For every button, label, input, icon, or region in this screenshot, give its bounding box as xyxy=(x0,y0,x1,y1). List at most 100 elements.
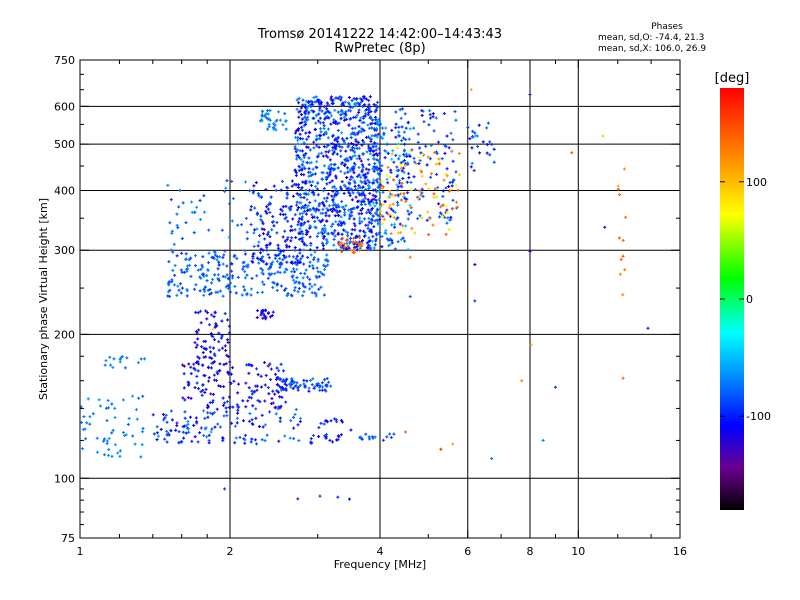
data-point xyxy=(249,205,253,209)
data-point xyxy=(458,173,462,177)
data-point xyxy=(302,165,306,169)
data-point xyxy=(252,189,256,193)
data-point xyxy=(246,263,250,267)
data-point xyxy=(529,343,533,347)
data-point xyxy=(212,411,216,415)
data-point xyxy=(361,116,365,120)
data-point xyxy=(441,215,445,219)
data-point xyxy=(420,113,424,117)
data-point xyxy=(320,109,324,113)
data-point xyxy=(220,319,224,323)
data-point xyxy=(252,390,256,394)
data-point xyxy=(376,180,380,184)
data-point xyxy=(302,241,306,245)
data-point xyxy=(275,259,279,263)
data-point xyxy=(646,326,650,330)
data-point xyxy=(201,255,205,259)
data-point xyxy=(135,417,139,421)
data-point xyxy=(240,293,244,297)
data-point xyxy=(223,344,227,348)
data-point xyxy=(392,178,396,182)
data-point xyxy=(327,110,331,114)
data-point xyxy=(304,188,308,192)
data-point xyxy=(261,255,265,259)
data-point xyxy=(435,195,439,199)
data-point xyxy=(293,248,297,252)
data-point xyxy=(400,125,404,129)
data-point xyxy=(299,106,303,110)
data-point xyxy=(106,453,110,457)
data-point xyxy=(304,212,308,216)
data-point xyxy=(436,140,440,144)
data-point xyxy=(193,341,197,345)
data-point xyxy=(478,151,482,155)
data-point xyxy=(371,118,375,122)
data-point xyxy=(425,163,429,167)
data-point xyxy=(202,293,206,297)
data-point xyxy=(225,353,229,357)
data-point xyxy=(198,275,202,279)
data-point xyxy=(348,168,352,172)
data-point xyxy=(320,151,324,155)
data-point xyxy=(164,413,168,417)
data-point xyxy=(384,126,388,130)
data-point xyxy=(276,243,280,247)
data-point xyxy=(457,152,461,156)
data-point xyxy=(393,225,397,229)
data-point xyxy=(371,193,375,197)
data-point xyxy=(312,96,316,100)
data-point xyxy=(210,334,214,338)
data-point xyxy=(325,219,329,223)
data-point xyxy=(363,217,367,221)
data-point xyxy=(354,188,358,192)
data-point xyxy=(181,396,185,400)
data-point xyxy=(255,256,259,260)
data-point xyxy=(355,101,359,105)
data-point xyxy=(305,161,309,165)
data-point xyxy=(390,238,394,242)
data-point xyxy=(212,315,216,319)
data-point xyxy=(247,363,251,367)
data-point xyxy=(348,241,352,245)
data-point xyxy=(377,223,381,227)
data-point xyxy=(348,155,352,159)
data-point xyxy=(322,293,326,297)
data-point xyxy=(307,167,311,171)
data-point xyxy=(189,365,193,369)
data-point xyxy=(315,144,319,148)
data-point xyxy=(251,256,255,260)
data-point xyxy=(297,96,301,100)
data-point xyxy=(330,102,334,106)
data-point xyxy=(258,251,262,255)
data-point xyxy=(471,135,475,139)
data-point xyxy=(323,117,327,121)
data-point xyxy=(335,144,339,148)
data-point xyxy=(409,210,413,214)
data-point xyxy=(206,366,210,370)
data-point xyxy=(381,136,385,140)
data-point xyxy=(82,415,86,419)
data-point xyxy=(403,163,407,167)
data-point xyxy=(300,168,304,172)
data-point xyxy=(384,229,388,233)
data-point xyxy=(360,244,364,248)
data-point xyxy=(347,95,351,99)
data-point xyxy=(389,232,393,236)
data-point xyxy=(456,205,460,209)
data-point xyxy=(210,281,214,285)
data-point xyxy=(363,202,367,206)
data-point xyxy=(324,132,328,136)
y-tick-label: 100 xyxy=(54,472,75,485)
data-point xyxy=(256,373,260,377)
data-point xyxy=(398,108,402,112)
data-point xyxy=(329,166,333,170)
data-point xyxy=(306,115,310,119)
data-point xyxy=(402,170,406,174)
data-point xyxy=(297,260,301,264)
data-point xyxy=(303,103,307,107)
data-point xyxy=(230,179,234,183)
data-point xyxy=(399,116,403,120)
data-point xyxy=(188,415,192,419)
data-point xyxy=(318,121,322,125)
data-point xyxy=(204,309,208,313)
